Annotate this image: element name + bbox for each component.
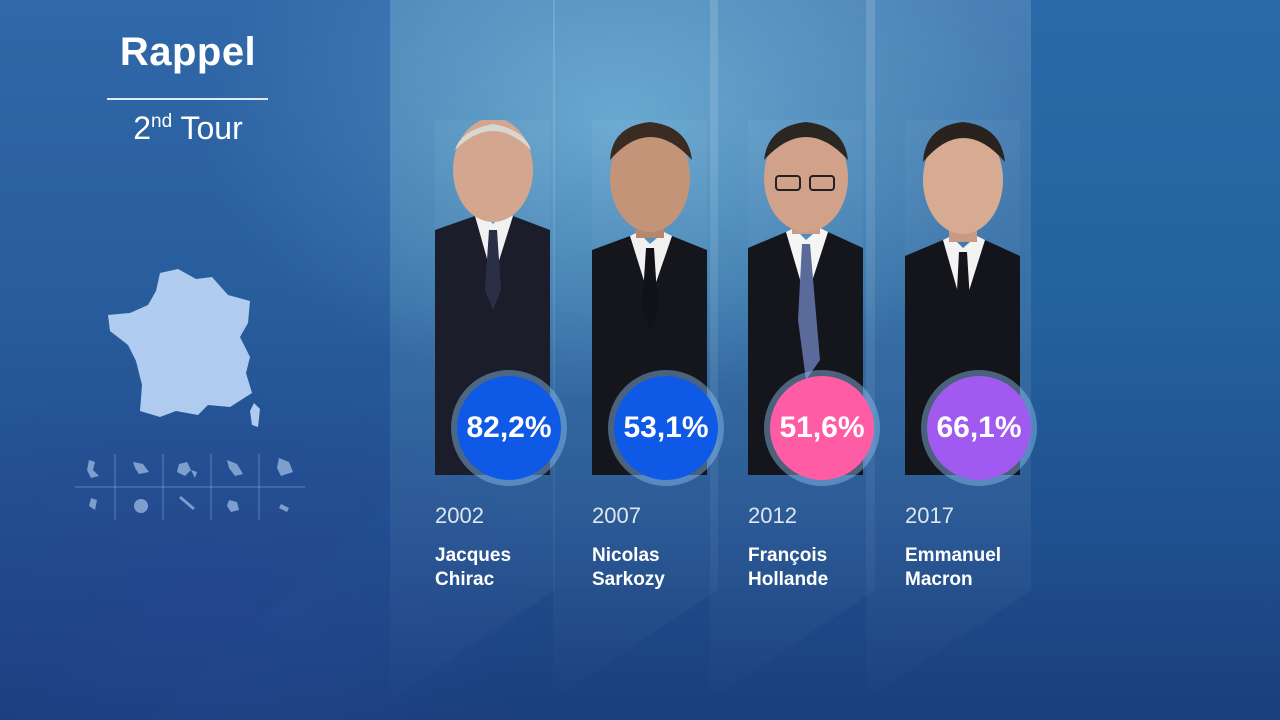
candidate-first-name: Nicolas (592, 545, 660, 566)
percentage-badge: 66,1% (927, 376, 1031, 480)
france-map-icon (108, 269, 260, 427)
election-year: 2012 (748, 503, 797, 528)
page-subtitle: 2nd Tour (108, 110, 268, 147)
candidate-last-name: Macron (905, 569, 973, 590)
subtitle-round: 2 (133, 110, 152, 146)
election-year: 2017 (905, 503, 954, 528)
candidate-name: Emmanuel Macron (905, 544, 1001, 592)
subtitle-sup: nd (151, 111, 173, 132)
candidate-last-name: Hollande (748, 569, 829, 590)
overseas-territories-icon (75, 454, 305, 520)
candidate-last-name: Sarkozy (592, 569, 665, 590)
candidate-name: François Hollande (748, 544, 828, 592)
percentage-badge: 53,1% (614, 376, 718, 480)
candidate-first-name: Emmanuel (905, 545, 1002, 566)
candidate-first-name: François (748, 545, 828, 566)
candidate-last-name: Chirac (435, 569, 495, 590)
percentage-badge: 51,6% (770, 376, 874, 480)
candidate-name: Nicolas Sarkozy (592, 544, 665, 592)
candidate-name: Jacques Chirac (435, 544, 511, 592)
candidate-first-name: Jacques (435, 545, 512, 566)
page-title: Rappel (119, 30, 257, 74)
election-year: 2002 (435, 503, 484, 528)
election-year: 2007 (592, 503, 641, 528)
subtitle-rest: Tour (172, 110, 243, 146)
title-divider (107, 98, 268, 100)
percentage-badge: 82,2% (457, 376, 561, 480)
